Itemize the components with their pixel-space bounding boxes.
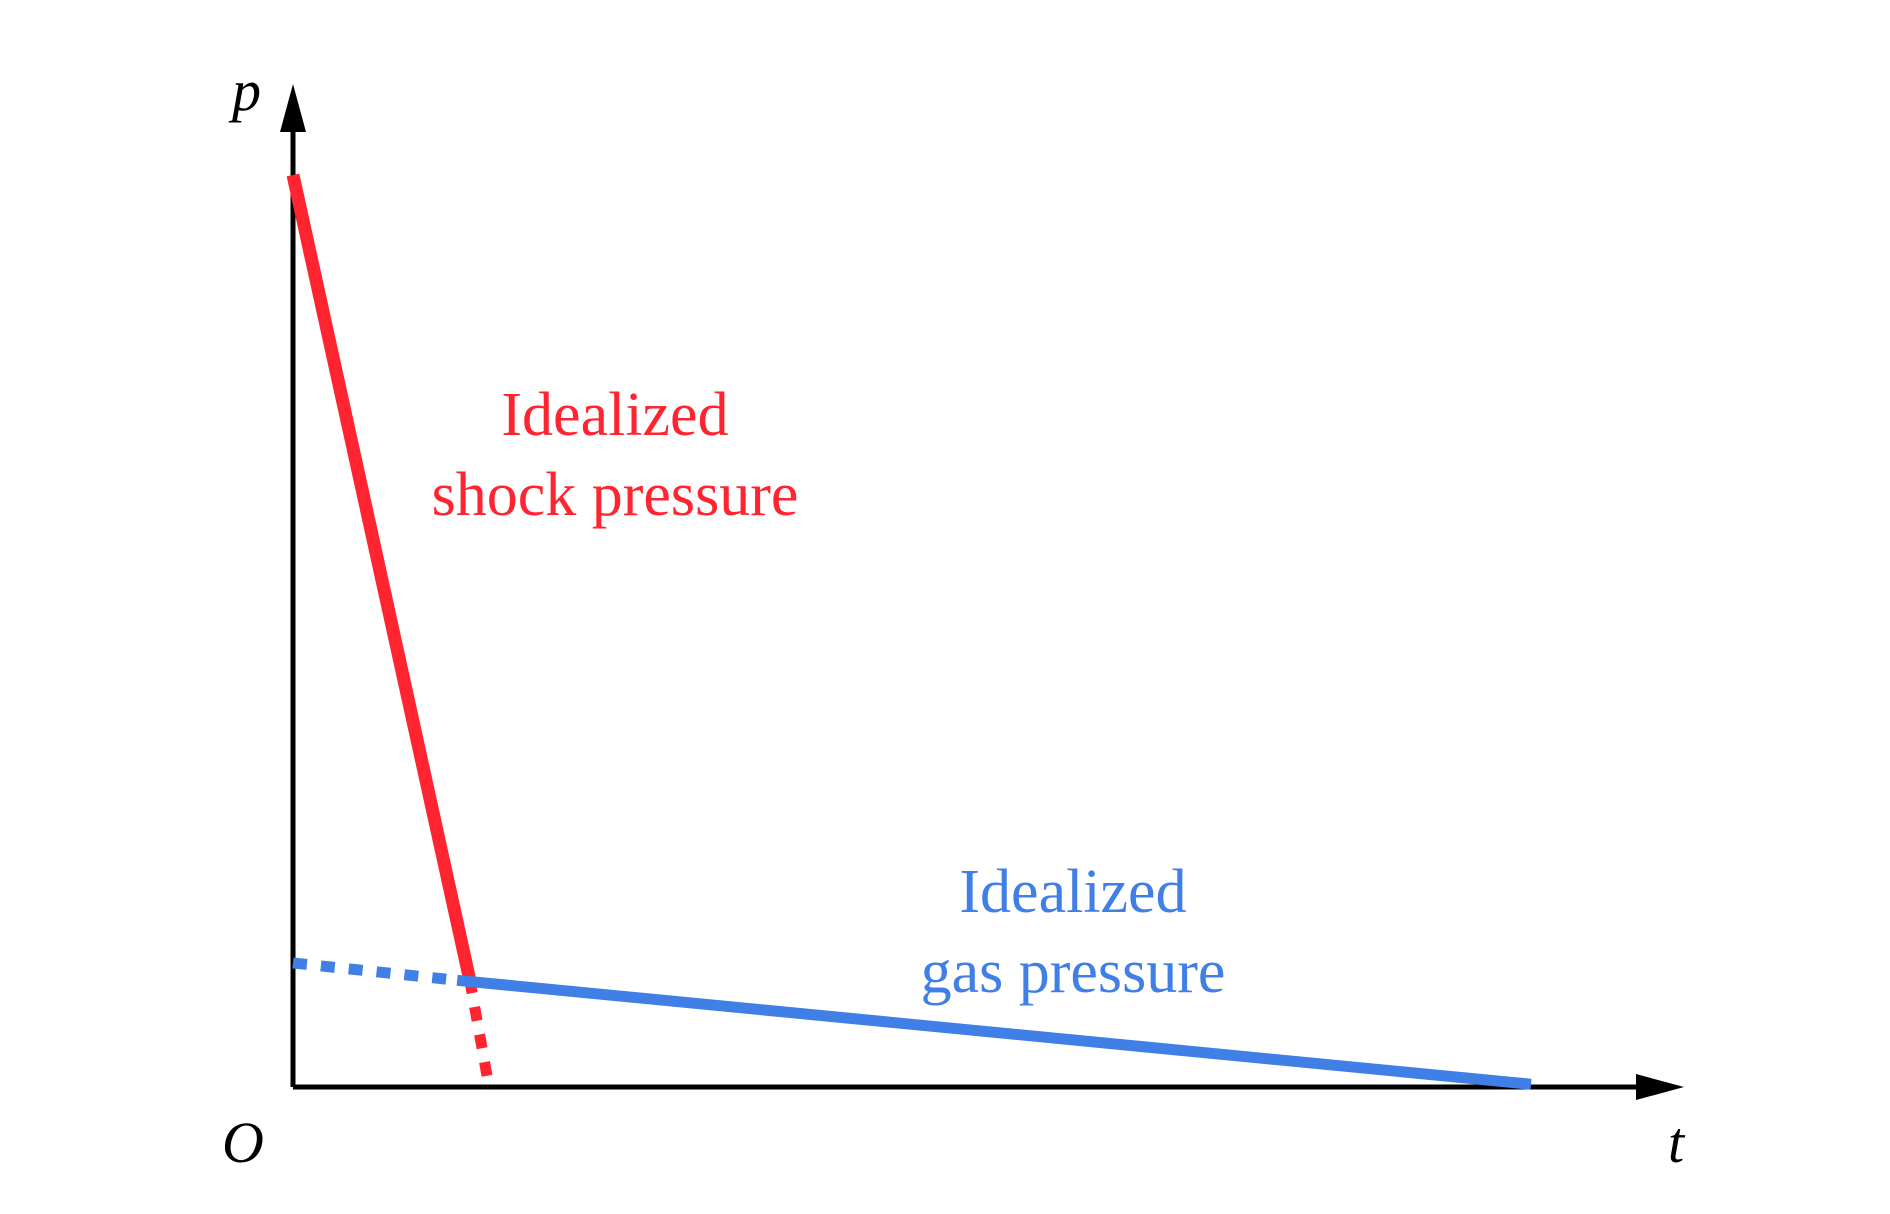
axes: p t O [222, 58, 1686, 1175]
x-axis-arrow-icon [1636, 1074, 1684, 1100]
gas-annotation: Idealized gas pressure [921, 858, 1226, 1006]
x-axis-label: t [1668, 1110, 1686, 1175]
shock-label-line-2: shock pressure [432, 461, 799, 529]
series-layer [286, 173, 1532, 1090]
y-axis-label: p [228, 58, 261, 123]
shock-dotted-segment [464, 978, 494, 1081]
gas-solid-segment [456, 974, 1532, 1090]
origin-label: O [222, 1110, 264, 1175]
shock-annotation: Idealized shock pressure [432, 381, 799, 529]
gas-label-line-2: gas pressure [921, 938, 1226, 1006]
gas-label-line-1: Idealized [959, 858, 1186, 926]
shock-solid-segment [286, 173, 477, 981]
gas-dotted-segment [292, 957, 458, 986]
y-axis-arrow-icon [280, 84, 306, 132]
shock-label-line-1: Idealized [501, 381, 728, 449]
